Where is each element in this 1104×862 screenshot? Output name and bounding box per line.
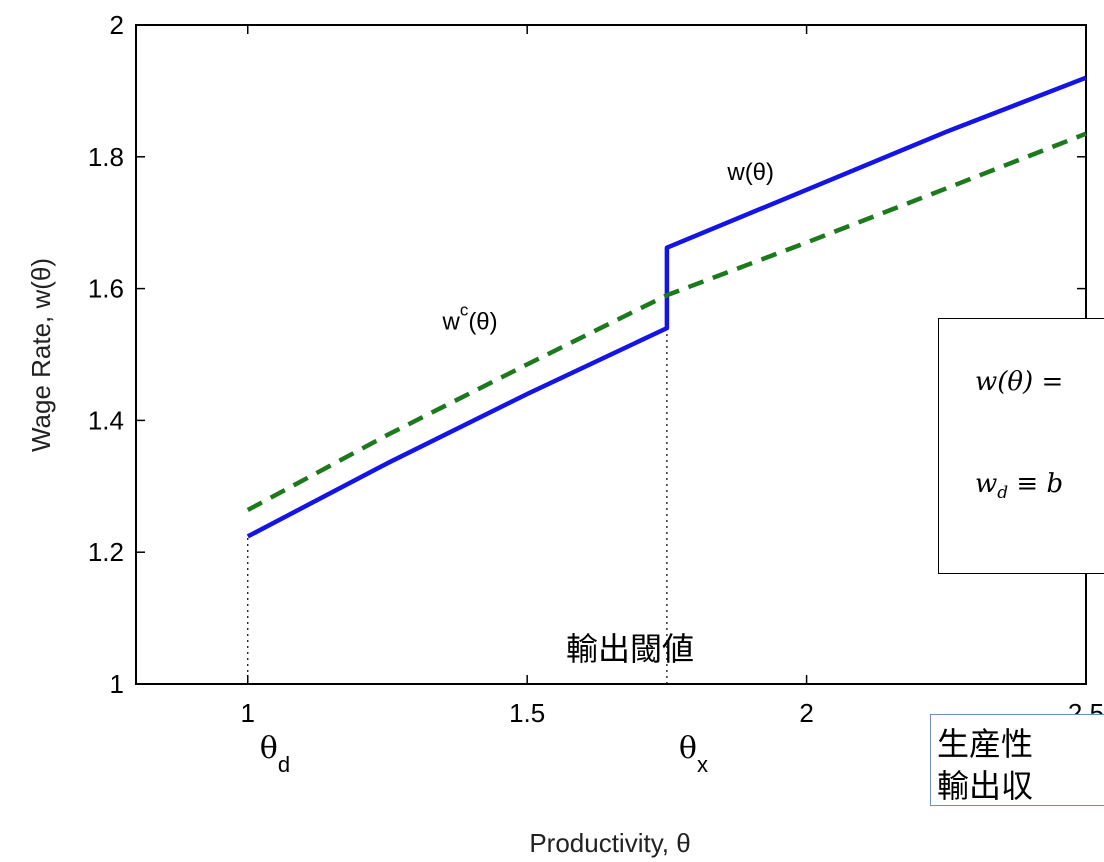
export-threshold-label: 輸出閾値 (566, 630, 695, 668)
curve-label-wc: wc(θ) (441, 301, 497, 336)
formula-w: w (975, 469, 998, 499)
curve-label-w: w(θ) (726, 159, 774, 186)
formula-line-1: w(θ) = (975, 367, 1064, 397)
x-axis-title: Productivity, θ (529, 828, 690, 858)
threshold-label-main: θ (679, 731, 697, 766)
note-box: 生産性 輸出収 (930, 714, 1104, 806)
threshold-label: θd (260, 731, 290, 777)
series-line-1 (246, 131, 1087, 512)
y-tick-label: 1.4 (88, 405, 124, 435)
threshold-label: θx (679, 731, 708, 777)
note-line-2: 輸出収 (937, 767, 1034, 805)
series-line-0 (246, 75, 1087, 539)
formula-rest: ≡ b (1008, 469, 1064, 499)
series-lines (246, 75, 1087, 539)
curve-label-wc-sup: c (460, 301, 469, 320)
x-tick-label: 1 (241, 698, 255, 728)
formula-box: w(θ) = wd ≡ b (938, 318, 1104, 574)
threshold-label-sub: x (697, 752, 708, 777)
curve-label-wc-rest: (θ) (468, 309, 497, 336)
y-tick-label: 2 (110, 10, 124, 40)
threshold-lines (247, 328, 668, 684)
threshold-label-main: θ (260, 731, 278, 766)
y-tick-label: 1 (110, 669, 124, 699)
curve-label-wc-main: w (441, 309, 460, 336)
y-tick-label: 1.6 (88, 274, 124, 304)
note-line-1: 生産性 (937, 725, 1034, 763)
y-tick-label: 1.8 (88, 142, 124, 172)
chart-labels: θd θxw(θ)wc(θ) (260, 159, 774, 777)
x-tick-label: 2 (799, 698, 813, 728)
y-axis-title: Wage Rate, w(θ) (26, 258, 56, 452)
formula-line-2: wd ≡ b (975, 469, 1063, 503)
y-tick-label: 1.2 (88, 537, 124, 567)
threshold-label-sub: d (278, 752, 290, 777)
x-tick-label: 1.5 (509, 698, 545, 728)
formula-sub-d: d (997, 483, 1009, 504)
